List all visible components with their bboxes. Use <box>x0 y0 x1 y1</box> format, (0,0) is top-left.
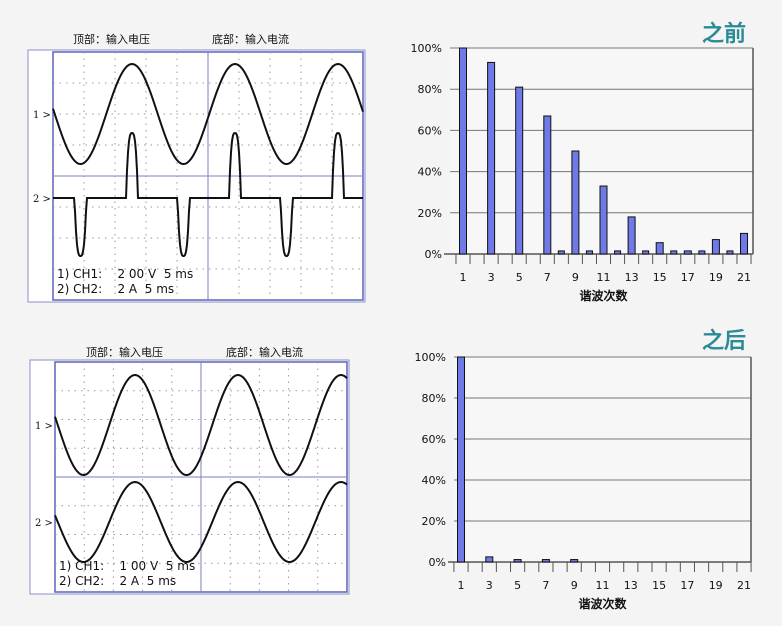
bar-h7 <box>543 115 552 255</box>
x-tick-label: 19 <box>709 271 723 284</box>
bar-h1 <box>457 356 465 563</box>
bar-h11 <box>599 185 608 255</box>
bar-h7 <box>541 559 550 563</box>
bar-h18 <box>698 250 706 255</box>
bar-h19 <box>711 239 720 255</box>
ch2-setting: 2) CH2: 2 A 5 ms <box>57 282 174 296</box>
y-tick-label: 100% <box>411 42 442 55</box>
ch2-marker: 2 > <box>33 194 51 205</box>
bar-h21 <box>740 232 748 255</box>
x-tick-label: 3 <box>488 271 495 284</box>
y-tick-label: 60% <box>418 124 442 137</box>
ch1-voltage-trace <box>54 373 348 476</box>
x-tick-label: 5 <box>516 271 523 284</box>
y-tick-label: 60% <box>422 433 446 446</box>
ch2-setting: 2) CH2: 2 A 5 ms <box>59 574 176 588</box>
bar-h13 <box>627 216 636 255</box>
x-tick-label: 5 <box>514 579 521 592</box>
y-tick-label: 20% <box>418 207 442 220</box>
ch1-setting: 1) CH1: 1 00 V 5 ms <box>59 559 195 573</box>
scope1-top-label: 顶部：输入电压 <box>73 33 150 46</box>
chart2-title: 之后 <box>702 329 747 354</box>
bar-h10 <box>585 250 593 255</box>
x-axis-label: 谐波次数 <box>578 596 627 611</box>
x-tick-label: 13 <box>625 271 639 284</box>
ch2-current-trace <box>53 131 363 257</box>
bar-h12 <box>614 250 622 255</box>
bar-h8 <box>557 250 565 255</box>
x-tick-label: 7 <box>542 579 549 592</box>
bar-h5 <box>515 86 524 255</box>
bar-h3 <box>485 556 494 563</box>
bar-h20 <box>726 250 734 255</box>
y-tick-label: 40% <box>422 474 446 487</box>
scope2-top-label: 顶部：输入电压 <box>86 346 163 359</box>
scope1-bottom-label: 底部：输入电流 <box>212 33 289 46</box>
x-tick-label: 11 <box>596 579 610 592</box>
bar-h5 <box>513 559 522 563</box>
y-tick-label: 20% <box>422 515 446 528</box>
bar-h15 <box>655 242 664 255</box>
y-tick-label: 100% <box>415 351 446 364</box>
ch2-current-trace <box>54 480 348 563</box>
x-tick-label: 17 <box>680 579 694 592</box>
x-tick-label: 21 <box>737 271 751 284</box>
x-tick-label: 7 <box>544 271 551 284</box>
y-tick-label: 80% <box>422 392 446 405</box>
ch1-marker: 1 > <box>35 421 53 432</box>
x-tick-label: 15 <box>653 271 667 284</box>
bar-h14 <box>642 250 650 255</box>
x-tick-label: 17 <box>681 271 695 284</box>
ch1-marker: 1 > <box>33 110 51 121</box>
x-tick-label: 1 <box>460 271 467 284</box>
x-tick-label: 21 <box>737 579 751 592</box>
x-tick-label: 9 <box>572 271 579 284</box>
y-tick-label: 40% <box>418 166 442 179</box>
bar-h1 <box>459 47 467 255</box>
x-tick-label: 19 <box>709 579 723 592</box>
x-tick-label: 3 <box>486 579 493 592</box>
ch1-setting: 1) CH1: 2 00 V 5 ms <box>57 267 193 281</box>
x-tick-label: 11 <box>597 271 611 284</box>
bar-h3 <box>487 61 496 255</box>
y-tick-label: 0% <box>425 248 442 261</box>
ch1-voltage-trace <box>52 62 364 165</box>
bar-h16 <box>670 250 678 255</box>
y-tick-label: 80% <box>418 83 442 96</box>
chart1-title: 之前 <box>702 22 747 47</box>
ch2-marker: 2 > <box>35 518 53 529</box>
scope2-bottom-label: 底部：输入电流 <box>226 346 303 359</box>
x-tick-label: 9 <box>571 579 578 592</box>
bar-h9 <box>571 150 580 255</box>
x-tick-label: 1 <box>458 579 465 592</box>
x-tick-label: 13 <box>624 579 638 592</box>
bar-h17 <box>683 250 692 255</box>
x-tick-label: 15 <box>652 579 666 592</box>
bar-h9 <box>570 559 579 563</box>
x-axis-label: 谐波次数 <box>579 288 628 303</box>
y-tick-label: 0% <box>429 556 446 569</box>
plot-area <box>454 357 751 562</box>
